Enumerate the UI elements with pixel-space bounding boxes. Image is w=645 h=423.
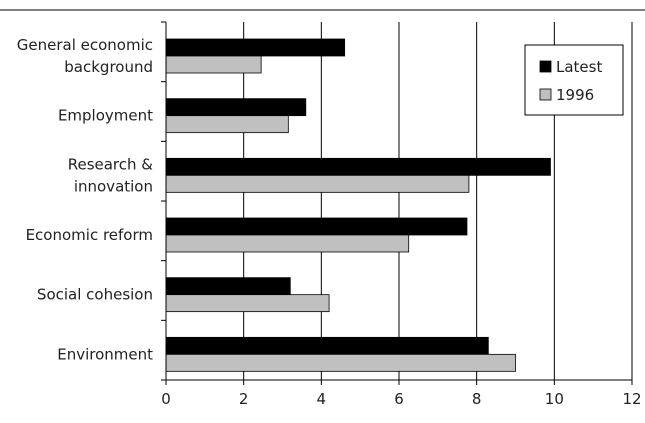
x-tick-labels: 0 2 4 6 8 10 12 bbox=[161, 390, 641, 408]
x-tick-label: 10 bbox=[545, 390, 564, 408]
legend: Latest 1996 bbox=[524, 44, 624, 116]
bar-1996 bbox=[165, 115, 289, 134]
x-tick-label: 0 bbox=[161, 390, 171, 408]
category-label: Research & innovation bbox=[68, 155, 154, 195]
category-label: Environment bbox=[57, 345, 153, 363]
bar-latest bbox=[165, 217, 468, 236]
x-tick-label: 6 bbox=[394, 390, 404, 408]
x-tick-label: 12 bbox=[622, 390, 641, 408]
category-label: Social cohesion bbox=[37, 286, 153, 304]
bar-1996 bbox=[165, 294, 330, 313]
bar-1996 bbox=[165, 174, 470, 193]
bar-latest bbox=[165, 38, 346, 57]
bar-1996 bbox=[165, 353, 516, 372]
x-tick-label: 2 bbox=[239, 390, 249, 408]
x-tick-label: 4 bbox=[317, 390, 327, 408]
axes bbox=[161, 21, 633, 385]
legend-box bbox=[524, 44, 624, 116]
legend-label: Latest bbox=[556, 58, 602, 76]
bar-latest bbox=[165, 336, 489, 355]
legend-label: 1996 bbox=[556, 86, 594, 104]
bar-latest bbox=[165, 98, 307, 117]
category-labels: General economic background Employment Rese… bbox=[17, 36, 154, 363]
category-label: General economic background bbox=[17, 36, 153, 76]
bar-1996 bbox=[165, 234, 410, 253]
bars bbox=[165, 38, 551, 372]
legend-swatch bbox=[539, 88, 552, 101]
bar-latest bbox=[165, 157, 551, 176]
category-label: Employment bbox=[58, 107, 153, 125]
bar-1996 bbox=[165, 55, 262, 74]
legend-swatch bbox=[539, 60, 552, 73]
bar-latest bbox=[165, 277, 291, 296]
category-label: Economic reform bbox=[26, 226, 153, 244]
x-tick-label: 8 bbox=[472, 390, 482, 408]
